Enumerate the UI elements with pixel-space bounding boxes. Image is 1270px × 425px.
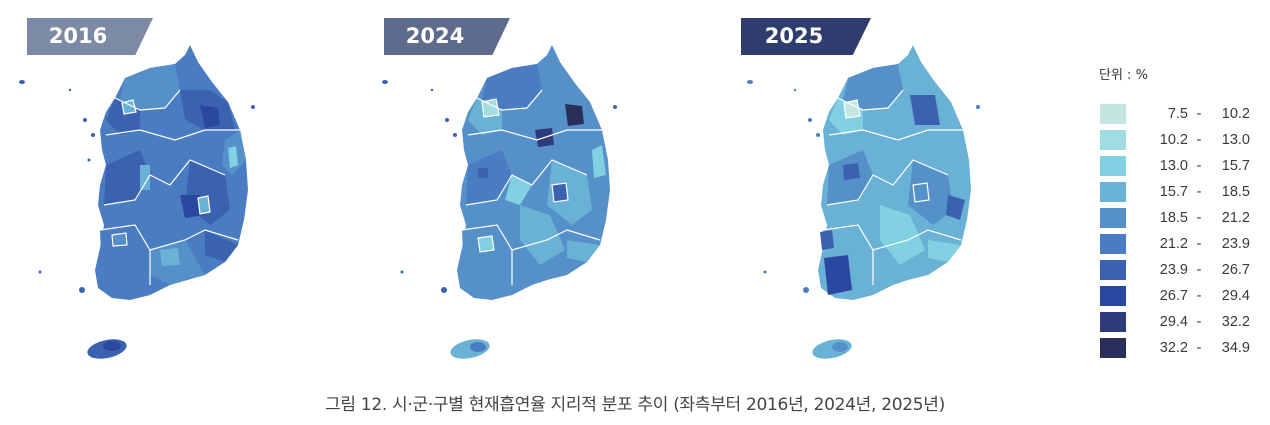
legend-range-separator: - — [1196, 210, 1202, 226]
legend-class-row: 23.9- 26.7 — [1095, 257, 1265, 283]
year-badge-2024: 2024 — [384, 18, 510, 55]
legend-class-row: 10.2- 13.0 — [1095, 127, 1265, 153]
map-panel-2024: 2024 — [360, 0, 700, 375]
figure-caption: 그림 12. 시·군·구별 현재흡연율 지리적 분포 추이 (좌측부터 2016… — [325, 395, 945, 415]
map-panel-2025: 2025 — [720, 0, 1060, 375]
legend-swatch — [1100, 104, 1126, 124]
legend-range-separator: - — [1196, 236, 1202, 252]
legend-class-row: 26.7- 29.4 — [1095, 283, 1265, 309]
islands — [382, 80, 617, 293]
legend-unit-label: 단위 : % — [1099, 68, 1148, 83]
legend-range-high: 32.2 — [1221, 314, 1250, 330]
legend-classes: 7.5-10.2 10.2-13.0 13.0-15.7 15.7-18.5 18.5-… — [1095, 101, 1265, 361]
legend-class-row: 7.5- 10.2 — [1095, 101, 1265, 127]
legend-swatch — [1100, 130, 1126, 150]
legend-range-high: 13.0 — [1221, 132, 1250, 148]
legend-range-high: 10.2 — [1221, 106, 1250, 122]
legend-range-separator: - — [1196, 262, 1202, 278]
jeju-island — [87, 339, 127, 359]
legend-range-low: 7.5 — [1167, 106, 1188, 122]
mainland — [818, 45, 971, 300]
islands — [19, 80, 255, 293]
legend-range-high: 15.7 — [1221, 158, 1250, 174]
legend-range-low: 26.7 — [1159, 288, 1188, 304]
legend-range-low: 10.2 — [1159, 132, 1188, 148]
legend-class-row: 21.2- 23.9 — [1095, 231, 1265, 257]
legend: 단위 : % 7.5-10.2 10.2-13.0 13.0-15.7 15.7-18… — [1095, 64, 1265, 361]
korea-choropleth-map-2024 — [382, 45, 617, 359]
korea-choropleth-map-2025 — [747, 45, 980, 359]
legend-range-high: 29.4 — [1221, 288, 1250, 304]
legend-range-high: 26.7 — [1221, 262, 1250, 278]
legend-range-low: 18.5 — [1159, 210, 1188, 226]
province-borders — [99, 89, 240, 285]
legend-class-row: 29.4- 32.2 — [1095, 309, 1265, 335]
legend-swatch — [1100, 260, 1126, 280]
legend-range-high: 23.9 — [1221, 236, 1250, 252]
legend-range-separator: - — [1196, 340, 1202, 356]
province-borders — [822, 89, 963, 285]
legend-range-low: 23.9 — [1159, 262, 1188, 278]
legend-range-low: 13.0 — [1159, 158, 1188, 174]
legend-range-separator: - — [1196, 158, 1202, 174]
legend-range-high: 21.2 — [1221, 210, 1250, 226]
legend-range-separator: - — [1196, 184, 1202, 200]
legend-swatch — [1100, 312, 1126, 332]
legend-range-separator: - — [1196, 288, 1202, 304]
jeju-island — [450, 339, 490, 359]
legend-range-low: 29.4 — [1159, 314, 1188, 330]
province-borders — [461, 89, 602, 285]
legend-range-separator: - — [1196, 314, 1202, 330]
legend-swatch — [1100, 208, 1126, 228]
legend-swatch — [1100, 338, 1126, 358]
year-badge-2025: 2025 — [741, 18, 871, 55]
legend-range-separator: - — [1196, 132, 1202, 148]
mainland — [457, 45, 610, 300]
legend-range-high: 18.5 — [1221, 184, 1250, 200]
legend-swatch — [1100, 234, 1126, 254]
legend-range-low: 21.2 — [1159, 236, 1188, 252]
legend-swatch — [1100, 286, 1126, 306]
legend-range-separator: - — [1196, 106, 1202, 122]
legend-swatch — [1100, 182, 1126, 202]
legend-class-row: 15.7- 18.5 — [1095, 179, 1265, 205]
legend-class-row: 32.2- 34.9 — [1095, 335, 1265, 361]
year-badge-2016: 2016 — [27, 18, 153, 55]
legend-class-row: 18.5- 21.2 — [1095, 205, 1265, 231]
jeju-island — [812, 339, 852, 359]
korea-choropleth-map-2016 — [19, 45, 255, 359]
legend-class-row: 13.0- 15.7 — [1095, 153, 1265, 179]
legend-range-high: 34.9 — [1221, 340, 1250, 356]
map-panel-2016: 2016 — [0, 0, 340, 375]
legend-swatch — [1100, 156, 1126, 176]
legend-range-low: 32.2 — [1159, 340, 1188, 356]
legend-range-low: 15.7 — [1159, 184, 1188, 200]
islands — [747, 80, 980, 293]
mainland — [95, 45, 248, 300]
